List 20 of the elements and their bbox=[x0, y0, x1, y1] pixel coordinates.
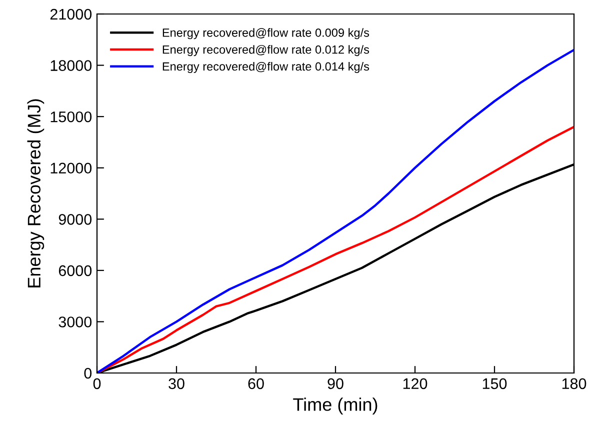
x-tick-label: 30 bbox=[168, 378, 184, 390]
x-tick-label: 0 bbox=[93, 378, 101, 390]
x-tick-label: 120 bbox=[403, 378, 428, 390]
y-tick-label: 0 bbox=[84, 368, 92, 379]
x-tick-label: 150 bbox=[482, 378, 507, 390]
legend-label: Energy recovered@flow rate 0.012 kg/s bbox=[162, 45, 370, 56]
x-tick-label: 180 bbox=[562, 378, 586, 390]
y-tick-label: 6000 bbox=[58, 265, 92, 276]
x-tick-label: 60 bbox=[248, 378, 264, 390]
y-tick-label: 12000 bbox=[50, 162, 92, 174]
legend-label: Energy recovered@flow rate 0.009 kg/s bbox=[162, 28, 370, 40]
y-tick-label: 21000 bbox=[50, 8, 92, 20]
y-tick-label: 3000 bbox=[58, 316, 92, 328]
x-axis-title: Time (min) bbox=[293, 398, 378, 414]
y-tick-label: 15000 bbox=[50, 111, 92, 122]
legend-label: Energy recovered@flow rate 0.014 kg/s bbox=[162, 62, 370, 73]
y-tick-label: 18000 bbox=[50, 60, 92, 71]
x-tick-label: 90 bbox=[328, 378, 344, 390]
y-axis-title: Energy Recovered (MJ) bbox=[27, 99, 44, 288]
y-tick-label: 9000 bbox=[58, 214, 92, 225]
